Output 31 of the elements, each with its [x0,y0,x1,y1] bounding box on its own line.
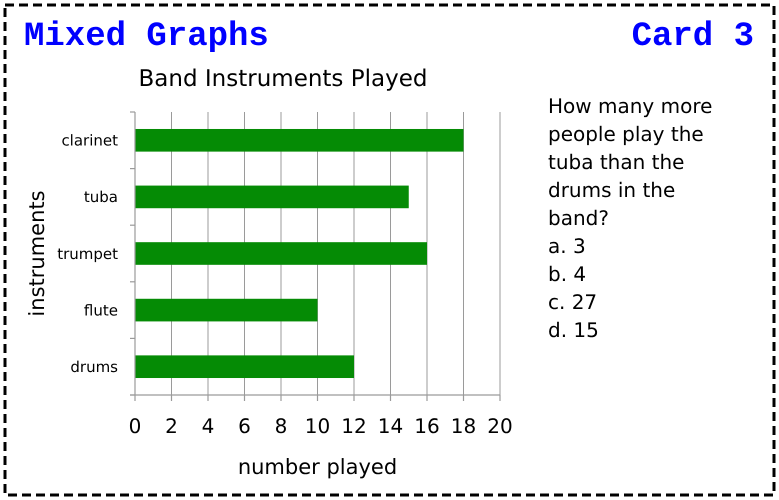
bar [135,355,354,378]
y-tick-label: flute [84,301,118,320]
y-axis-title: instruments [25,190,49,317]
x-tick-label: 2 [165,414,178,438]
text: a. 3 [548,234,586,258]
x-tick-label: 16 [414,414,440,438]
x-tick-label: 12 [341,414,367,438]
y-tick-label: drums [70,358,118,376]
chart-title: Band Instruments Played [138,66,428,92]
x-axis-title: number played [238,455,398,479]
x-tick-label: 6 [238,414,251,438]
x-tick-label: 20 [487,414,513,438]
bar [135,242,427,265]
text: Mixed Graphs [24,18,269,56]
text: Card 3 [632,18,754,56]
x-tick-label: 14 [378,414,404,438]
y-tick-label: trumpet [57,244,118,263]
bar [135,186,409,208]
bar [135,298,318,322]
text: c. 27 [548,290,598,314]
text: b. 4 [548,262,586,286]
x-tick-label: 0 [128,414,142,438]
y-tick-label: tuba [84,188,118,206]
x-tick-label: 4 [202,414,214,438]
x-tick-label: 8 [274,414,288,438]
text: d. 15 [548,318,599,342]
text: How many more people play the tuba than the drums in the band? [548,94,712,230]
x-tick-label: 18 [450,414,476,438]
bar [135,128,464,152]
x-tick-label: 10 [304,414,330,438]
y-tick-label: clarinet [61,132,118,150]
